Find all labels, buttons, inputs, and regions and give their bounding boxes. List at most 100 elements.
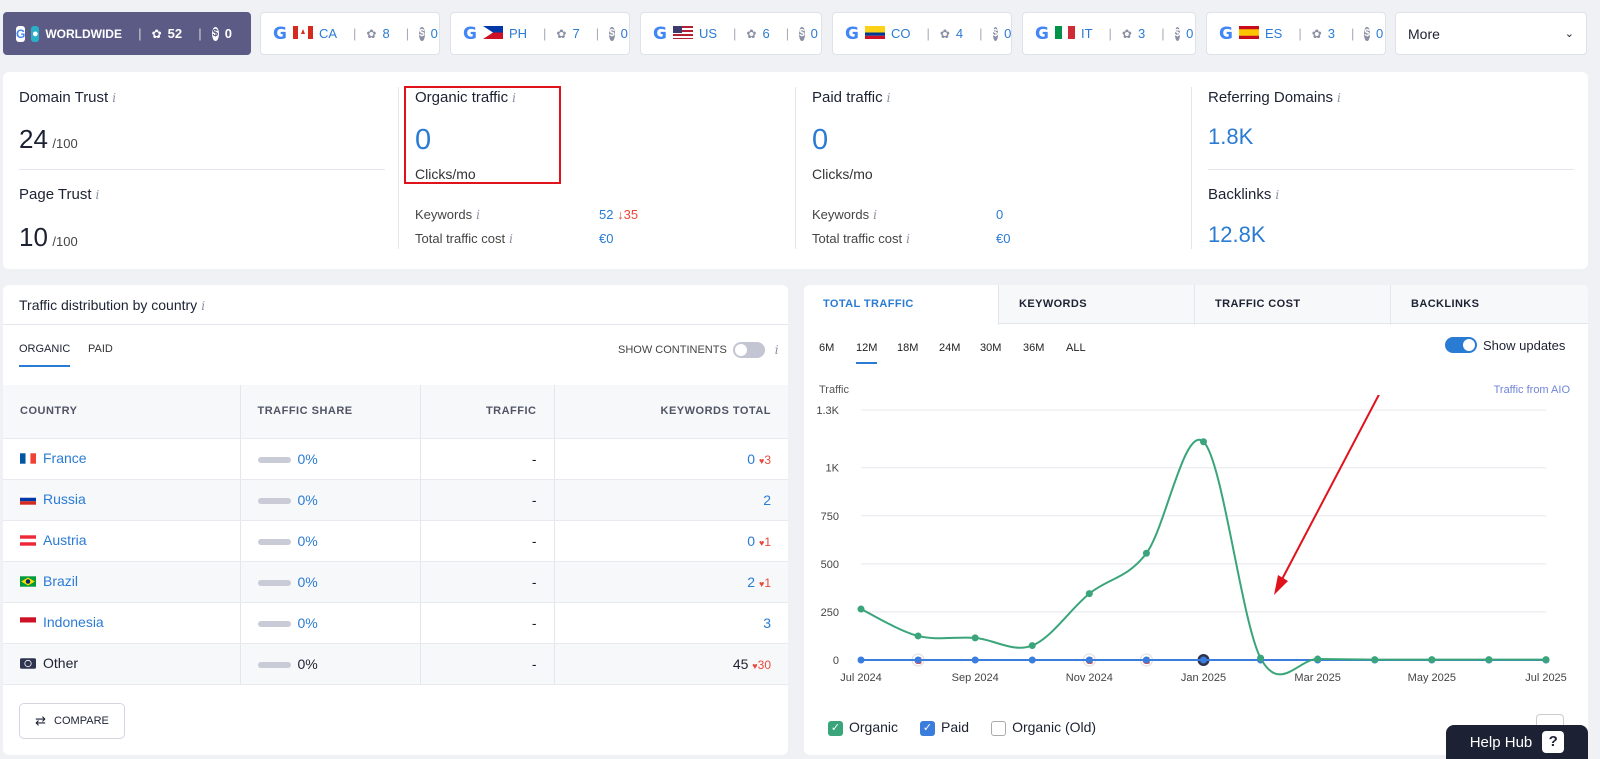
tab-backlinks[interactable]: BACKLINKS — [1411, 298, 1480, 310]
info-icon[interactable]: i — [476, 208, 480, 222]
data-point-organic[interactable] — [857, 605, 865, 613]
period-36m[interactable]: 36M — [1023, 342, 1045, 354]
data-point-organic[interactable] — [1428, 656, 1436, 664]
heart-down-icon: ♥ — [758, 578, 765, 589]
legend-organic[interactable]: ✓ Organic — [828, 719, 898, 736]
info-icon[interactable]: i — [873, 208, 877, 222]
data-point-paid[interactable] — [971, 656, 979, 664]
show-continents-toggle[interactable] — [732, 342, 765, 358]
period-all[interactable]: ALL — [1066, 342, 1086, 354]
data-point-organic[interactable] — [1542, 656, 1550, 664]
info-icon[interactable]: i — [95, 188, 100, 202]
info-icon[interactable]: i — [509, 232, 513, 246]
paid-traffic-unit: Clicks/mo — [812, 166, 873, 182]
organic-cost-value[interactable]: €0 — [599, 231, 614, 246]
country-name[interactable]: Brazil — [43, 572, 79, 589]
info-icon[interactable]: i — [1275, 188, 1280, 202]
period-6m[interactable]: 6M — [819, 342, 835, 354]
organic-cost-label: Total traffic cost — [415, 231, 506, 246]
tab-traffic-cost[interactable]: TRAFFIC COST — [1215, 298, 1301, 310]
country-tab-us[interactable]: G US | ✿ 6 | $0 — [640, 12, 822, 55]
country-tab-ca[interactable]: G CA | ✿ 8 | $0 — [260, 12, 440, 55]
flag-icon-other — [20, 656, 36, 672]
country-tab-worldwide[interactable]: G ● WORLDWIDE | ✿ 52 | $0 — [3, 12, 251, 55]
tab-keywords[interactable]: KEYWORDS — [1019, 298, 1087, 310]
data-point-organic[interactable] — [1485, 656, 1493, 664]
data-point-organic[interactable] — [1085, 590, 1093, 598]
legend-organic-old[interactable]: Organic (Old) — [991, 719, 1096, 736]
data-point-organic[interactable] — [1314, 655, 1322, 663]
data-point-organic[interactable] — [914, 632, 922, 640]
info-icon[interactable]: i — [201, 299, 206, 313]
divider — [398, 87, 399, 249]
y-tick-label: 750 — [821, 511, 839, 523]
leaf-icon: ✿ — [556, 26, 567, 41]
x-tick-label: Mar 2025 — [1294, 672, 1340, 684]
tab-total-traffic[interactable]: TOTAL TRAFFIC — [823, 298, 914, 310]
dollar-icon: $ — [609, 26, 615, 41]
data-point-paid[interactable] — [1085, 656, 1093, 664]
keywords-total[interactable]: 0 — [747, 450, 756, 467]
keywords-total[interactable]: 0 — [747, 532, 756, 549]
organic-traffic-value[interactable]: 0 — [415, 124, 432, 156]
show-updates-toggle[interactable] — [1445, 337, 1477, 353]
y-tick-label: 250 — [821, 607, 839, 619]
tab-organic[interactable]: ORGANIC — [19, 343, 71, 367]
domain-trust: Domain Trust i — [19, 89, 116, 107]
data-point-paid[interactable] — [857, 656, 865, 664]
data-point-paid[interactable] — [1028, 656, 1036, 664]
info-icon[interactable]: i — [774, 343, 779, 357]
data-point-paid[interactable] — [1200, 656, 1207, 664]
period-24m[interactable]: 24M — [939, 342, 961, 354]
country-name[interactable]: Russia — [43, 490, 86, 507]
divider — [1191, 87, 1192, 249]
country-tab-es[interactable]: G ES | ✿ 3 | $0 — [1206, 12, 1386, 55]
info-icon[interactable]: i — [112, 91, 117, 105]
data-point-organic[interactable] — [971, 634, 979, 642]
data-point-paid[interactable] — [1142, 656, 1150, 664]
country-tab-ph[interactable]: G PH | ✿ 7 | $0 — [450, 12, 630, 55]
data-point-organic[interactable] — [1142, 549, 1150, 557]
help-hub-button[interactable]: Help Hub ? — [1446, 725, 1588, 759]
more-dropdown[interactable]: More ⌄ — [1395, 12, 1587, 55]
period-18m[interactable]: 18M — [897, 342, 919, 354]
flag-icon-indonesia — [20, 615, 36, 631]
period-30m[interactable]: 30M — [980, 342, 1002, 354]
data-point-paid[interactable] — [914, 656, 922, 664]
tab-paid[interactable]: PAID — [88, 343, 113, 355]
period-12m[interactable]: 12M — [856, 342, 878, 364]
paid-cost-value[interactable]: €0 — [996, 231, 1011, 246]
paid-count: 0 — [620, 26, 628, 41]
info-icon[interactable]: i — [512, 91, 516, 105]
data-point-organic[interactable] — [1257, 654, 1265, 662]
legend-paid[interactable]: ✓ Paid — [920, 719, 969, 736]
country-name[interactable]: Austria — [43, 531, 87, 548]
organic-keywords-value[interactable]: 52 — [599, 207, 614, 222]
data-point-organic[interactable] — [1371, 656, 1379, 664]
compare-button[interactable]: ⇄ COMPARE — [19, 703, 125, 739]
keywords-total[interactable]: 2 — [747, 573, 756, 590]
info-icon[interactable]: i — [906, 232, 910, 246]
paid-traffic-value[interactable]: 0 — [812, 124, 829, 156]
paid-keywords-value[interactable]: 0 — [996, 207, 1004, 222]
column-header: COUNTRY — [3, 385, 241, 439]
info-icon[interactable]: i — [1337, 91, 1341, 105]
google-icon: G — [1035, 23, 1049, 44]
keywords-total[interactable]: 2 — [763, 491, 771, 508]
keywords-total[interactable]: 3 — [763, 614, 771, 631]
data-point-organic[interactable] — [1028, 642, 1036, 650]
referring-domains-value[interactable]: 1.8K — [1208, 124, 1254, 149]
info-icon[interactable]: i — [886, 91, 891, 105]
country-tab-it[interactable]: G IT | ✿ 3 | $0 — [1022, 12, 1196, 55]
data-point-organic[interactable] — [1200, 438, 1207, 446]
backlinks-value[interactable]: 12.8K — [1208, 222, 1266, 247]
organic-highlight-box — [404, 86, 561, 184]
country-name[interactable]: Indonesia — [43, 613, 104, 630]
country-name[interactable]: France — [43, 449, 87, 466]
country-tab-co[interactable]: G CO | ✿ 4 | $0 — [832, 12, 1012, 55]
page-trust-value: 10 — [19, 222, 48, 252]
traffic-from-aio-link[interactable]: Traffic from AIO — [1493, 384, 1570, 396]
flag-icon-ph — [482, 25, 503, 42]
country-name: Other — [43, 654, 79, 671]
table-row: Indonesia 0% - 3 — [3, 602, 788, 644]
